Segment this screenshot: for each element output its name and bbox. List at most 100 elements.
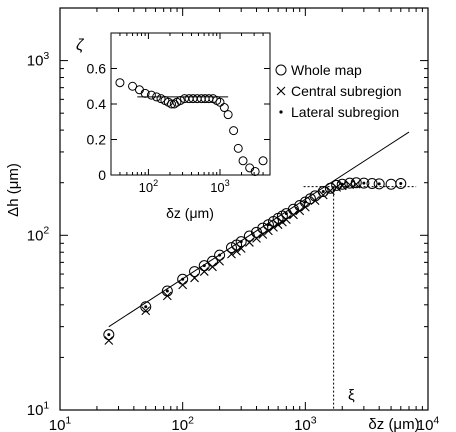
dot-marker: [144, 305, 148, 309]
inset-y-tick-label: 0: [98, 167, 106, 183]
y-tick-label: 102: [27, 225, 50, 245]
cross-marker: [162, 291, 172, 301]
circle-marker: [233, 143, 243, 153]
circle-marker: [223, 110, 233, 120]
cross-marker: [178, 280, 188, 290]
legend-circle-marker: [275, 64, 287, 76]
tick-base: 10: [27, 402, 44, 419]
circle-marker: [366, 177, 378, 189]
legend-dot-marker: [279, 110, 283, 114]
main-y-axis-label: Δh (μm): [5, 163, 22, 217]
circle-marker: [229, 126, 239, 136]
cross-marker: [258, 230, 268, 239]
circle-marker: [219, 103, 229, 113]
cross-marker: [208, 262, 217, 272]
cross-marker: [273, 220, 283, 230]
dot-marker: [377, 182, 381, 186]
tick-exponent: 4: [433, 414, 439, 426]
circle-marker: [103, 329, 115, 341]
cross-marker: [289, 210, 298, 220]
cross-marker: [345, 180, 355, 190]
tick-base: 10: [49, 417, 66, 432]
inset-x-tick-label: 102: [139, 178, 159, 195]
crossover-guides: [303, 186, 417, 410]
cross-marker: [310, 196, 320, 205]
circle-marker: [146, 90, 156, 100]
inset-y-tick-label: 0.4: [87, 96, 107, 112]
dot-marker: [266, 223, 270, 227]
inset-x-axis-label: δz (μm): [166, 205, 214, 221]
tick-base: 10: [139, 180, 153, 195]
main-fit-line: [108, 131, 410, 328]
tick-base: 10: [27, 53, 44, 70]
circle-marker: [250, 166, 260, 176]
circle-marker: [214, 249, 226, 261]
tick-exponent: 1: [43, 399, 49, 411]
cross-marker: [277, 217, 287, 227]
tick-exponent: 3: [225, 178, 230, 188]
power-law-fit-line: [108, 131, 410, 328]
tick-exponent: 3: [43, 50, 49, 62]
cross-marker: [325, 186, 335, 196]
circle-marker: [235, 236, 247, 248]
y-tick-label: 103: [27, 50, 50, 70]
cross-marker: [141, 306, 151, 316]
tick-base: 10: [27, 227, 44, 244]
circle-marker: [317, 186, 329, 198]
circle-marker: [336, 178, 348, 190]
dot-marker: [181, 277, 185, 281]
tick-exponent: 1: [65, 414, 71, 426]
cross-marker: [190, 273, 199, 283]
legend-entry-lateral: Lateral subregion: [279, 104, 399, 120]
circle-marker: [373, 178, 385, 190]
series-cross: [104, 179, 361, 345]
tick-exponent: 2: [188, 414, 194, 426]
tick-base: 10: [417, 417, 434, 432]
legend-label-lateral: Lateral subregion: [291, 104, 399, 120]
tick-exponent: 2: [153, 178, 158, 188]
cross-marker: [104, 336, 114, 345]
circle-marker: [140, 301, 152, 313]
legend-label-whole-map: Whole map: [291, 62, 362, 78]
circle-marker: [152, 92, 162, 102]
cross-marker: [318, 190, 328, 200]
x-tick-label: 104: [417, 414, 440, 432]
y-tick-label: 101: [27, 399, 50, 419]
cross-marker: [232, 246, 241, 256]
cross-marker: [264, 226, 273, 236]
dot-marker: [202, 264, 206, 268]
legend-label-central: Central subregion: [291, 83, 402, 99]
main-plot-frame: [59, 7, 429, 411]
crossover-label: ξ: [348, 387, 355, 404]
dot-marker: [362, 181, 366, 185]
circle-marker: [175, 95, 185, 105]
cross-marker: [337, 181, 347, 191]
circle-marker: [225, 242, 237, 254]
cross-marker: [332, 183, 342, 192]
cross-marker: [245, 238, 254, 247]
circle-marker: [189, 266, 201, 278]
cross-marker: [252, 234, 261, 243]
x-tick-label: 102: [171, 414, 194, 432]
dot-marker: [340, 182, 344, 186]
dot-marker: [284, 212, 288, 216]
circle-marker: [385, 178, 397, 190]
dot-marker: [399, 181, 403, 185]
cross-marker: [295, 206, 305, 216]
cross-marker: [351, 179, 361, 189]
dot-marker: [239, 240, 243, 244]
circle-marker: [358, 177, 370, 189]
inset-y-ticks: 0 0.2 0.4 0.6: [87, 61, 270, 183]
circle-marker: [251, 226, 263, 238]
circle-marker: [258, 156, 268, 166]
legend-cross-marker: [276, 86, 286, 96]
dot-marker: [321, 190, 325, 194]
circle-marker: [238, 156, 248, 166]
main-x-ticks: 101 102 103 104: [49, 8, 440, 432]
series-circle: [103, 177, 407, 341]
tick-exponent: 3: [311, 414, 317, 426]
cross-marker: [269, 222, 278, 232]
